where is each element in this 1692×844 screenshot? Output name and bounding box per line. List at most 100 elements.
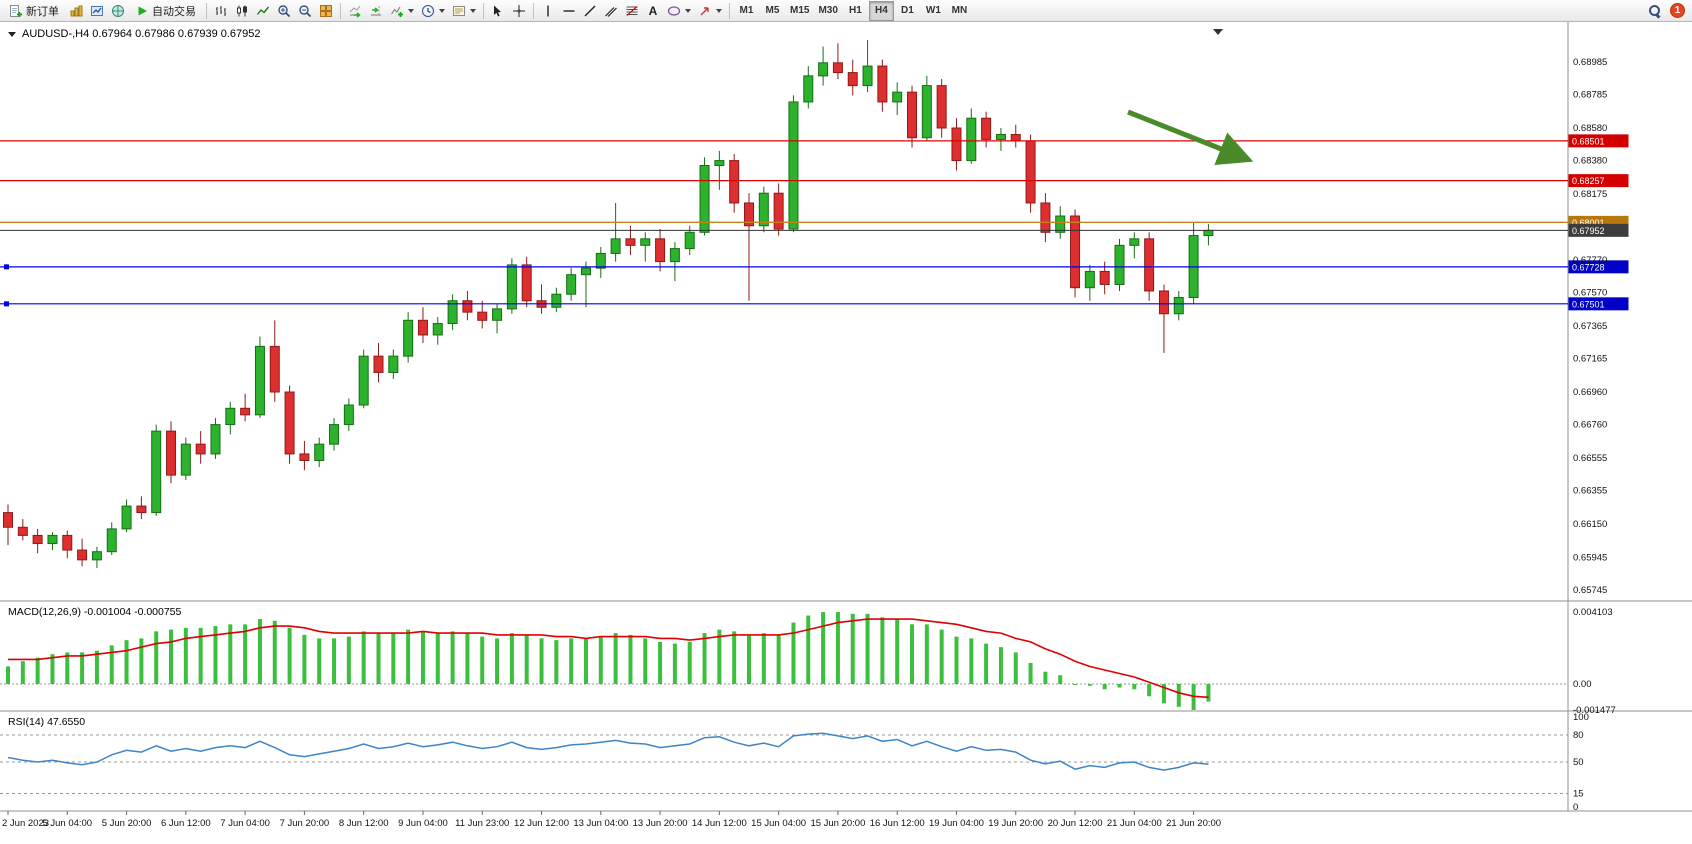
hline-button[interactable] bbox=[559, 1, 579, 21]
chart-shift-icon bbox=[371, 5, 381, 15]
candle-bear bbox=[907, 91, 918, 139]
indicators-button[interactable] bbox=[387, 1, 417, 21]
autotrading-label: 自动交易 bbox=[152, 5, 196, 18]
candle-bull bbox=[447, 300, 458, 325]
macd-hist-bar bbox=[6, 666, 10, 684]
candle-bull bbox=[892, 91, 903, 103]
zoom-in-button[interactable] bbox=[274, 1, 294, 21]
macd-hist-bar bbox=[228, 624, 233, 684]
macd-hist-bar bbox=[583, 638, 588, 684]
trend-arrow[interactable] bbox=[1127, 109, 1254, 166]
timeframe-m1-button[interactable]: M1 bbox=[734, 1, 759, 21]
caret-down-icon bbox=[408, 8, 414, 13]
candle-bull bbox=[403, 319, 414, 357]
caret-down-icon bbox=[470, 8, 476, 13]
macd-hist-bar bbox=[880, 617, 885, 684]
price-badge bbox=[1568, 174, 1629, 188]
autotrading-button[interactable]: 自动交易 bbox=[129, 1, 202, 21]
market-watch-button[interactable] bbox=[108, 1, 128, 21]
timeframe-w1-button[interactable]: W1 bbox=[921, 1, 946, 21]
macd-hist-bar bbox=[732, 631, 737, 684]
tile-windows-button[interactable] bbox=[316, 1, 336, 21]
candle-bear bbox=[625, 238, 636, 246]
time-axis-label: 15 Jun 20:00 bbox=[810, 818, 865, 829]
timeframe-buttons: M1 M5 M15 M30 H1 H4 D1 W1 MN bbox=[734, 0, 972, 21]
macd-hist-bar bbox=[1073, 684, 1078, 685]
candle-bear bbox=[744, 202, 754, 227]
channel-button[interactable] bbox=[601, 1, 621, 21]
new-order-button[interactable]: 新订单 bbox=[3, 1, 65, 21]
crosshair-icon bbox=[513, 4, 525, 17]
candle-bear bbox=[981, 117, 992, 140]
text-button[interactable]: A bbox=[643, 1, 663, 21]
macd-hist-bar bbox=[435, 633, 440, 684]
price-axis: 0.68985 0.68785 0.68580 0.68380 0.68175 0.677… bbox=[1573, 57, 1607, 596]
macd-hist-bar bbox=[139, 638, 144, 684]
macd-hist-bar bbox=[821, 612, 826, 684]
vline-button[interactable] bbox=[538, 1, 558, 21]
macd-hist-bar bbox=[554, 640, 559, 684]
candle-bear bbox=[240, 407, 251, 416]
hline-icon bbox=[563, 9, 575, 12]
hline-handle[interactable] bbox=[4, 301, 9, 307]
timeframe-mn-button[interactable]: MN bbox=[947, 1, 972, 21]
hline-handle[interactable] bbox=[4, 264, 9, 270]
macd-hist-bar bbox=[376, 633, 381, 684]
chart-shift-marker[interactable] bbox=[1213, 29, 1223, 35]
macd-hist-bar bbox=[747, 634, 751, 684]
timeframe-h4-button[interactable]: H4 bbox=[868, 0, 894, 21]
notification-badge[interactable]: 1 bbox=[1670, 3, 1685, 18]
candle-bull bbox=[1084, 270, 1095, 289]
timeframe-h1-button[interactable]: H1 bbox=[843, 1, 868, 21]
trendline-button[interactable] bbox=[580, 1, 600, 21]
candle-bull bbox=[669, 248, 680, 263]
line-chart-button[interactable] bbox=[253, 1, 273, 21]
periods-button[interactable] bbox=[418, 1, 448, 21]
candle-bear bbox=[951, 127, 962, 162]
candle-bear bbox=[195, 443, 206, 455]
bar-chart-button[interactable] bbox=[211, 1, 231, 21]
chart-shift-button[interactable] bbox=[366, 1, 386, 21]
timeframe-d1-button[interactable]: D1 bbox=[895, 1, 920, 21]
timeframe-m15-button[interactable]: M15 bbox=[786, 1, 813, 21]
candle-bear bbox=[1099, 270, 1110, 285]
price-axis-label: 0.67365 bbox=[1573, 321, 1607, 332]
shapes-button[interactable] bbox=[664, 1, 694, 21]
macd-hist-bar bbox=[1206, 684, 1211, 702]
price-axis-label: 0.66150 bbox=[1573, 519, 1607, 530]
candle-bull bbox=[91, 551, 102, 561]
fibonacci-button[interactable] bbox=[622, 1, 642, 21]
toolbar-separator bbox=[206, 2, 207, 19]
cursor-button[interactable] bbox=[488, 1, 508, 21]
timeframe-m5-button[interactable]: M5 bbox=[760, 1, 785, 21]
rsi-scale-label: 15 bbox=[1573, 789, 1584, 800]
symbol-dropdown-icon[interactable] bbox=[8, 32, 16, 37]
macd-hist-bar bbox=[895, 619, 900, 684]
timeframe-m30-button[interactable]: M30 bbox=[814, 1, 841, 21]
auto-scroll-icon bbox=[349, 5, 361, 18]
candle-bear bbox=[77, 549, 88, 561]
templates-button[interactable] bbox=[449, 1, 479, 21]
candle-bull bbox=[388, 355, 399, 373]
macd-hist-bar bbox=[954, 636, 959, 684]
crosshair-button[interactable] bbox=[509, 1, 529, 21]
macd-hist-bar bbox=[509, 633, 514, 684]
candle-bear bbox=[166, 430, 177, 476]
candle-bear bbox=[1144, 238, 1155, 292]
play-icon bbox=[138, 6, 147, 15]
time-axis-label: 2 Jun 2023 bbox=[2, 818, 49, 829]
macd-hist-bar bbox=[865, 613, 870, 684]
zoom-out-button[interactable] bbox=[295, 1, 315, 21]
macd-hist-bar bbox=[910, 624, 915, 684]
time-axis-label: 7 Jun 04:00 bbox=[220, 818, 270, 829]
candle-bear bbox=[462, 300, 473, 313]
search-button[interactable] bbox=[1644, 1, 1664, 21]
arrows-button[interactable] bbox=[695, 1, 725, 21]
auto-scroll-button[interactable] bbox=[345, 1, 365, 21]
candlestick-chart-button[interactable] bbox=[232, 1, 252, 21]
chart-profiles-button[interactable] bbox=[66, 1, 86, 21]
candle-bull bbox=[995, 134, 1006, 140]
candle-bull bbox=[1055, 215, 1066, 233]
open-chart-button[interactable] bbox=[87, 1, 107, 21]
price-badge bbox=[1568, 223, 1629, 237]
